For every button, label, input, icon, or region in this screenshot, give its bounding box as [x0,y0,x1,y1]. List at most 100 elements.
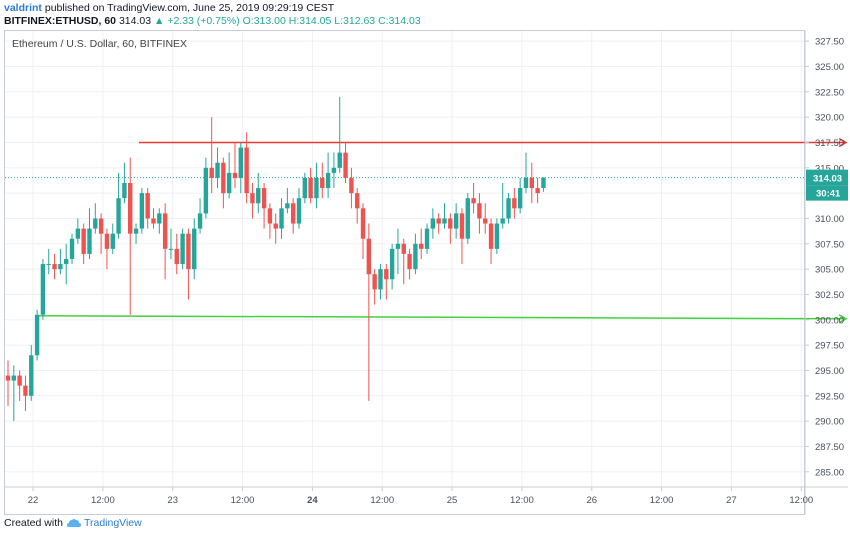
support-line [37,314,847,320]
symbol-label: BITFINEX:ETHUSD, 60 [4,15,117,27]
created-with-text: Created with [4,517,63,529]
y-axis: 327.50325.00322.50320.00317.50315.00312.… [804,31,848,515]
countdown-label: 30:41 [816,189,841,200]
candle-body [203,167,209,214]
candle-body [98,218,104,234]
footer: Created with TradingView [4,517,142,529]
candle-body [197,213,203,229]
candle-body [419,243,424,249]
candle-body [116,198,121,234]
candles [5,96,546,422]
candle-body [34,314,40,356]
candle-body [285,203,290,209]
candle-body [93,218,98,229]
tradingview-logo[interactable]: TradingView [66,517,142,529]
y-tick-label: 305.00 [815,265,844,276]
candle-body [395,243,401,249]
y-tick-label: 302.50 [815,290,844,301]
candle-body [389,248,395,280]
candle-body [209,167,214,178]
candle-body [64,259,69,265]
candle-body [290,203,296,224]
candle-body [523,177,529,189]
candle-body [81,228,86,254]
candle-body [453,213,459,229]
candle-body [174,248,179,265]
candle-body [372,274,377,290]
candle-body [267,208,273,224]
x-tick-label: 23 [167,495,178,506]
candle-body [413,243,418,270]
y-tick-label: 317.50 [815,138,844,149]
candle-body [29,355,34,396]
author-name[interactable]: valdrint [4,2,42,14]
candle-body [436,218,441,224]
y-tick-label: 285.00 [815,467,844,478]
y-tick-label: 322.50 [815,87,844,98]
candle-body [52,264,57,270]
candle-body [500,218,505,224]
candle-body [465,198,470,239]
tradingview-brand: TradingView [83,517,142,529]
candle-body [104,233,110,249]
candle-body [215,162,220,178]
candle-body [407,253,412,270]
y-tick-label: 320.00 [815,113,844,124]
candle-body [46,264,51,266]
candle-body [325,172,331,189]
candle-body [331,167,337,173]
candle-body [238,147,243,178]
y-tick-label: 292.50 [815,391,844,402]
y-tick-label: 300.00 [815,315,844,326]
candle-body [168,248,174,250]
candle-body [302,177,308,199]
resistance-line-arrow-icon [838,137,848,148]
y-tick-label: 295.00 [815,366,844,377]
level-lines [5,137,848,324]
up-triangle-icon: ▲ [153,15,165,27]
y-tick-label: 310.00 [815,214,844,225]
candle-body [145,193,150,219]
candle-body [186,233,191,270]
x-axis: 22 12:00 23 12:00 24 12:00 25 12:00 26 12:00 27 12:… [5,486,848,506]
last-price-badge-label: 314.03 [813,174,842,185]
candle-body [477,203,482,219]
candle-body [355,193,360,209]
x-tick-label: 12:00 [510,495,534,506]
candle-body [122,183,127,199]
price-change: +2.33 (+0.75%) [167,15,240,27]
candle-body [320,177,325,189]
x-tick-label: 22 [28,495,39,506]
y-tick-label: 297.50 [815,341,844,352]
candle-body [221,162,226,194]
ohlc-values: O:313.00 H:314.05 L:312.63 C:314.03 [242,15,421,27]
support-line-arrow-icon [838,314,848,324]
candle-body [459,213,465,239]
candle-body [261,188,267,209]
candle-body [366,238,372,275]
publish-text: published on TradingView.com, June 25, 2… [44,2,335,14]
tradingview-cloud-icon [66,519,81,527]
x-tick-label: 12:00 [789,495,813,506]
candle-body [506,198,511,219]
candle-body [58,264,63,270]
candle-body [517,188,523,209]
candle-body [448,218,453,229]
y-tick-label: 290.00 [815,417,844,428]
candle-body [314,177,319,199]
candle-body [349,177,354,194]
candle-body [69,238,75,259]
candle-body [279,208,284,229]
chart-title: Ethereum / U.S. Dollar, 60, BITFINEX [12,38,188,50]
x-tick-label: 26 [586,495,597,506]
candle-body [337,152,342,168]
candle-body [133,228,139,234]
candle-body [40,264,46,315]
candle-body [17,375,22,386]
x-tick-label: 27 [726,495,737,506]
candle-body [430,218,436,229]
candle-body [308,177,313,199]
candle-body [151,218,156,224]
candle-body [296,198,302,224]
